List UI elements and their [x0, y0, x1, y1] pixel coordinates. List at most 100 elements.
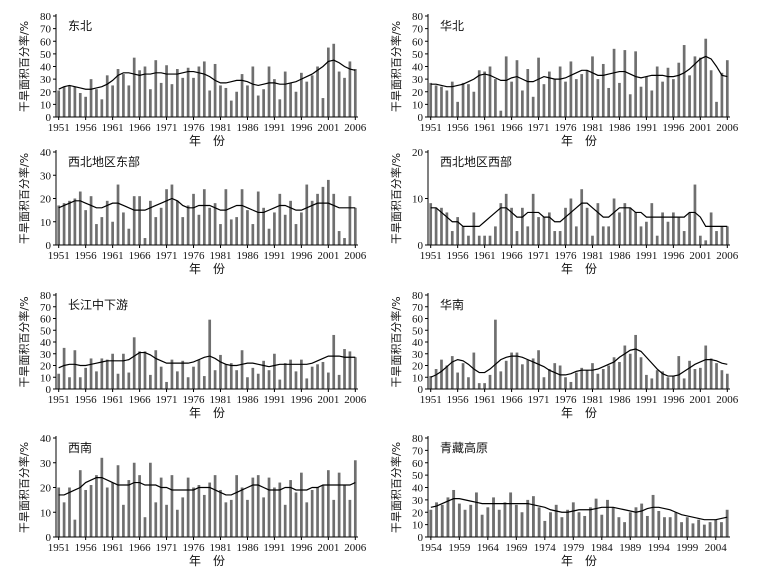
bar	[542, 217, 546, 245]
bar	[569, 61, 573, 117]
bar	[294, 371, 298, 390]
x-tick-label: 1976	[555, 122, 578, 134]
bar	[526, 69, 530, 117]
bar	[181, 217, 185, 245]
bar	[229, 219, 233, 245]
bar	[343, 485, 346, 537]
x-tick-label: 1986	[608, 394, 631, 406]
bar	[240, 350, 244, 389]
bar	[224, 87, 228, 117]
y-tick-label: 10	[40, 217, 52, 229]
bar	[68, 487, 71, 537]
bar	[300, 72, 303, 117]
panel-title: 西北地区东部	[68, 154, 140, 169]
bar	[132, 337, 136, 389]
bar	[310, 489, 314, 537]
bar	[477, 383, 481, 390]
x-tick-label: 1994	[648, 542, 671, 554]
bar	[138, 475, 141, 538]
bar	[720, 226, 724, 245]
bar	[469, 504, 473, 537]
bar	[623, 50, 627, 118]
bar	[235, 475, 239, 538]
bar	[486, 507, 490, 537]
bar	[289, 359, 292, 390]
y-tick-label: 30	[412, 74, 424, 86]
bar	[645, 515, 649, 537]
bar	[62, 203, 66, 245]
bar	[321, 485, 325, 537]
bar	[580, 367, 584, 389]
bar	[467, 84, 470, 117]
bar	[175, 509, 179, 537]
bar	[472, 91, 476, 117]
x-axis-label: 年 份	[561, 262, 597, 276]
y-tick-label: 70	[412, 445, 424, 457]
y-tick-label: 0	[46, 532, 52, 544]
x-tick-label: 1996	[290, 394, 313, 406]
bar	[278, 482, 282, 537]
x-tick-label: 1956	[447, 394, 470, 406]
bar	[170, 84, 174, 117]
bar	[477, 235, 481, 245]
bar	[105, 359, 109, 390]
x-tick-label: 1951	[48, 250, 70, 262]
bar	[273, 212, 276, 245]
x-tick-label: 1981	[209, 122, 231, 134]
bar	[628, 353, 632, 389]
bar	[353, 357, 357, 389]
x-tick-label: 2006	[344, 122, 367, 134]
x-tick-label: 1961	[102, 394, 124, 406]
bar	[78, 377, 82, 389]
bar	[547, 71, 551, 117]
bar	[661, 371, 664, 390]
x-tick-label: 1971	[156, 250, 178, 262]
bar	[127, 85, 131, 117]
y-axis-label: 干旱面积百分率/%	[17, 21, 31, 112]
x-tick-label: 1991	[635, 394, 657, 406]
bar	[316, 66, 319, 117]
bar	[720, 72, 724, 117]
x-tick-label: 2006	[344, 250, 367, 262]
bar	[289, 480, 292, 537]
bar	[132, 57, 136, 117]
bar	[537, 57, 540, 117]
smooth-trend-line	[430, 55, 728, 88]
x-tick-label: 2001	[689, 394, 711, 406]
bar	[429, 376, 433, 389]
bar	[116, 184, 120, 245]
bar	[639, 357, 643, 389]
bar	[472, 212, 476, 245]
bar	[515, 60, 519, 117]
bar	[475, 492, 478, 537]
bar	[219, 85, 222, 117]
bar	[95, 89, 98, 117]
bar	[628, 207, 632, 245]
bar	[547, 212, 551, 245]
bar	[224, 364, 228, 389]
bar	[273, 79, 276, 118]
bar	[623, 522, 627, 537]
y-tick-label: 20	[412, 507, 424, 519]
y-tick-label: 30	[412, 349, 424, 361]
bar	[122, 212, 125, 245]
x-tick-label: 1996	[662, 394, 685, 406]
bar	[440, 359, 443, 390]
bar	[661, 81, 664, 117]
x-tick-label: 1961	[102, 122, 124, 134]
bar	[62, 502, 66, 537]
bar	[78, 93, 82, 117]
x-tick-label: 1951	[420, 250, 442, 262]
bar	[181, 497, 185, 537]
bar	[688, 212, 691, 245]
bar	[343, 238, 346, 245]
bar	[111, 85, 114, 117]
bar	[149, 462, 152, 537]
bar	[698, 235, 702, 245]
bar	[127, 372, 131, 389]
bar	[246, 499, 249, 538]
bar	[574, 79, 578, 118]
x-tick-label: 2006	[344, 542, 367, 554]
